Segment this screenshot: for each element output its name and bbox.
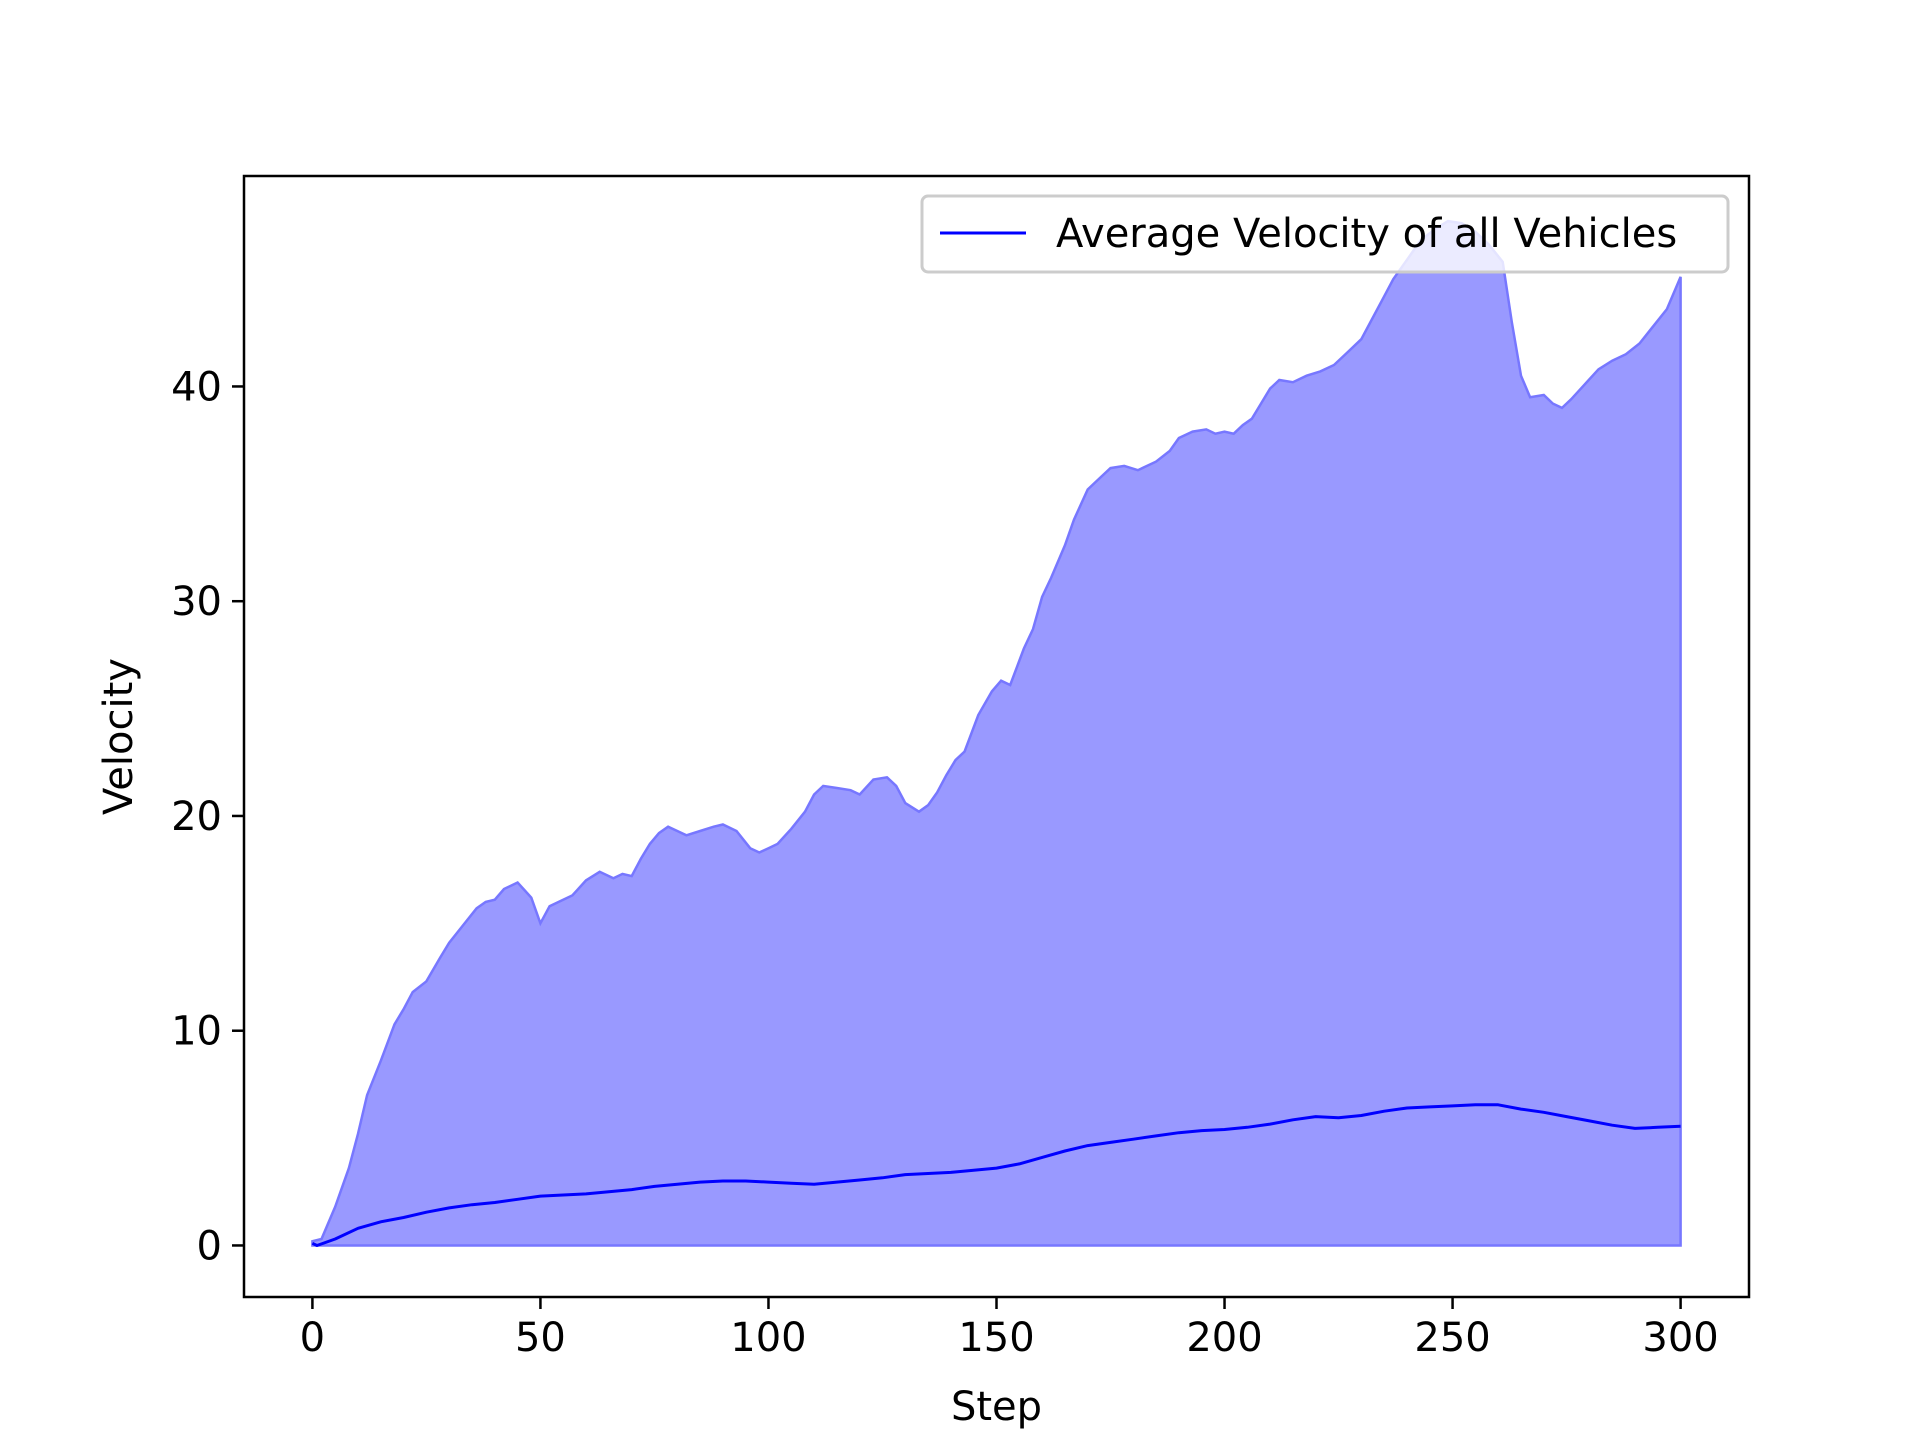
x-tick-label-150: 150 [958,1315,1034,1361]
legend: Average Velocity of all Vehicles [920,194,1730,274]
y-tick-label-20: 20 [171,794,222,840]
x-tick-label-200: 200 [1186,1315,1262,1361]
x-tick-label-100: 100 [730,1315,806,1361]
x-tick-label-300: 300 [1642,1315,1718,1361]
y-tick-label-30: 30 [171,579,222,625]
y-tick-label-10: 10 [171,1009,222,1055]
axes: 0 50 100 150 200 250 300 0 10 20 30 40 [171,174,1751,1361]
series-line-average-velocity [311,1103,1681,1247]
x-tick-label-0: 0 [300,1315,325,1361]
x-tick-label-250: 250 [1414,1315,1490,1361]
y-axis-label: Velocity [96,658,142,815]
y-tick-label-40: 40 [171,364,222,410]
x-axis-label: Step [951,1384,1042,1430]
legend-box [920,194,1730,274]
x-tick-label-50: 50 [515,1315,566,1361]
y-tick-label-0: 0 [197,1223,222,1269]
legend-entry-label: Average Velocity of all Vehicles [1056,211,1677,257]
